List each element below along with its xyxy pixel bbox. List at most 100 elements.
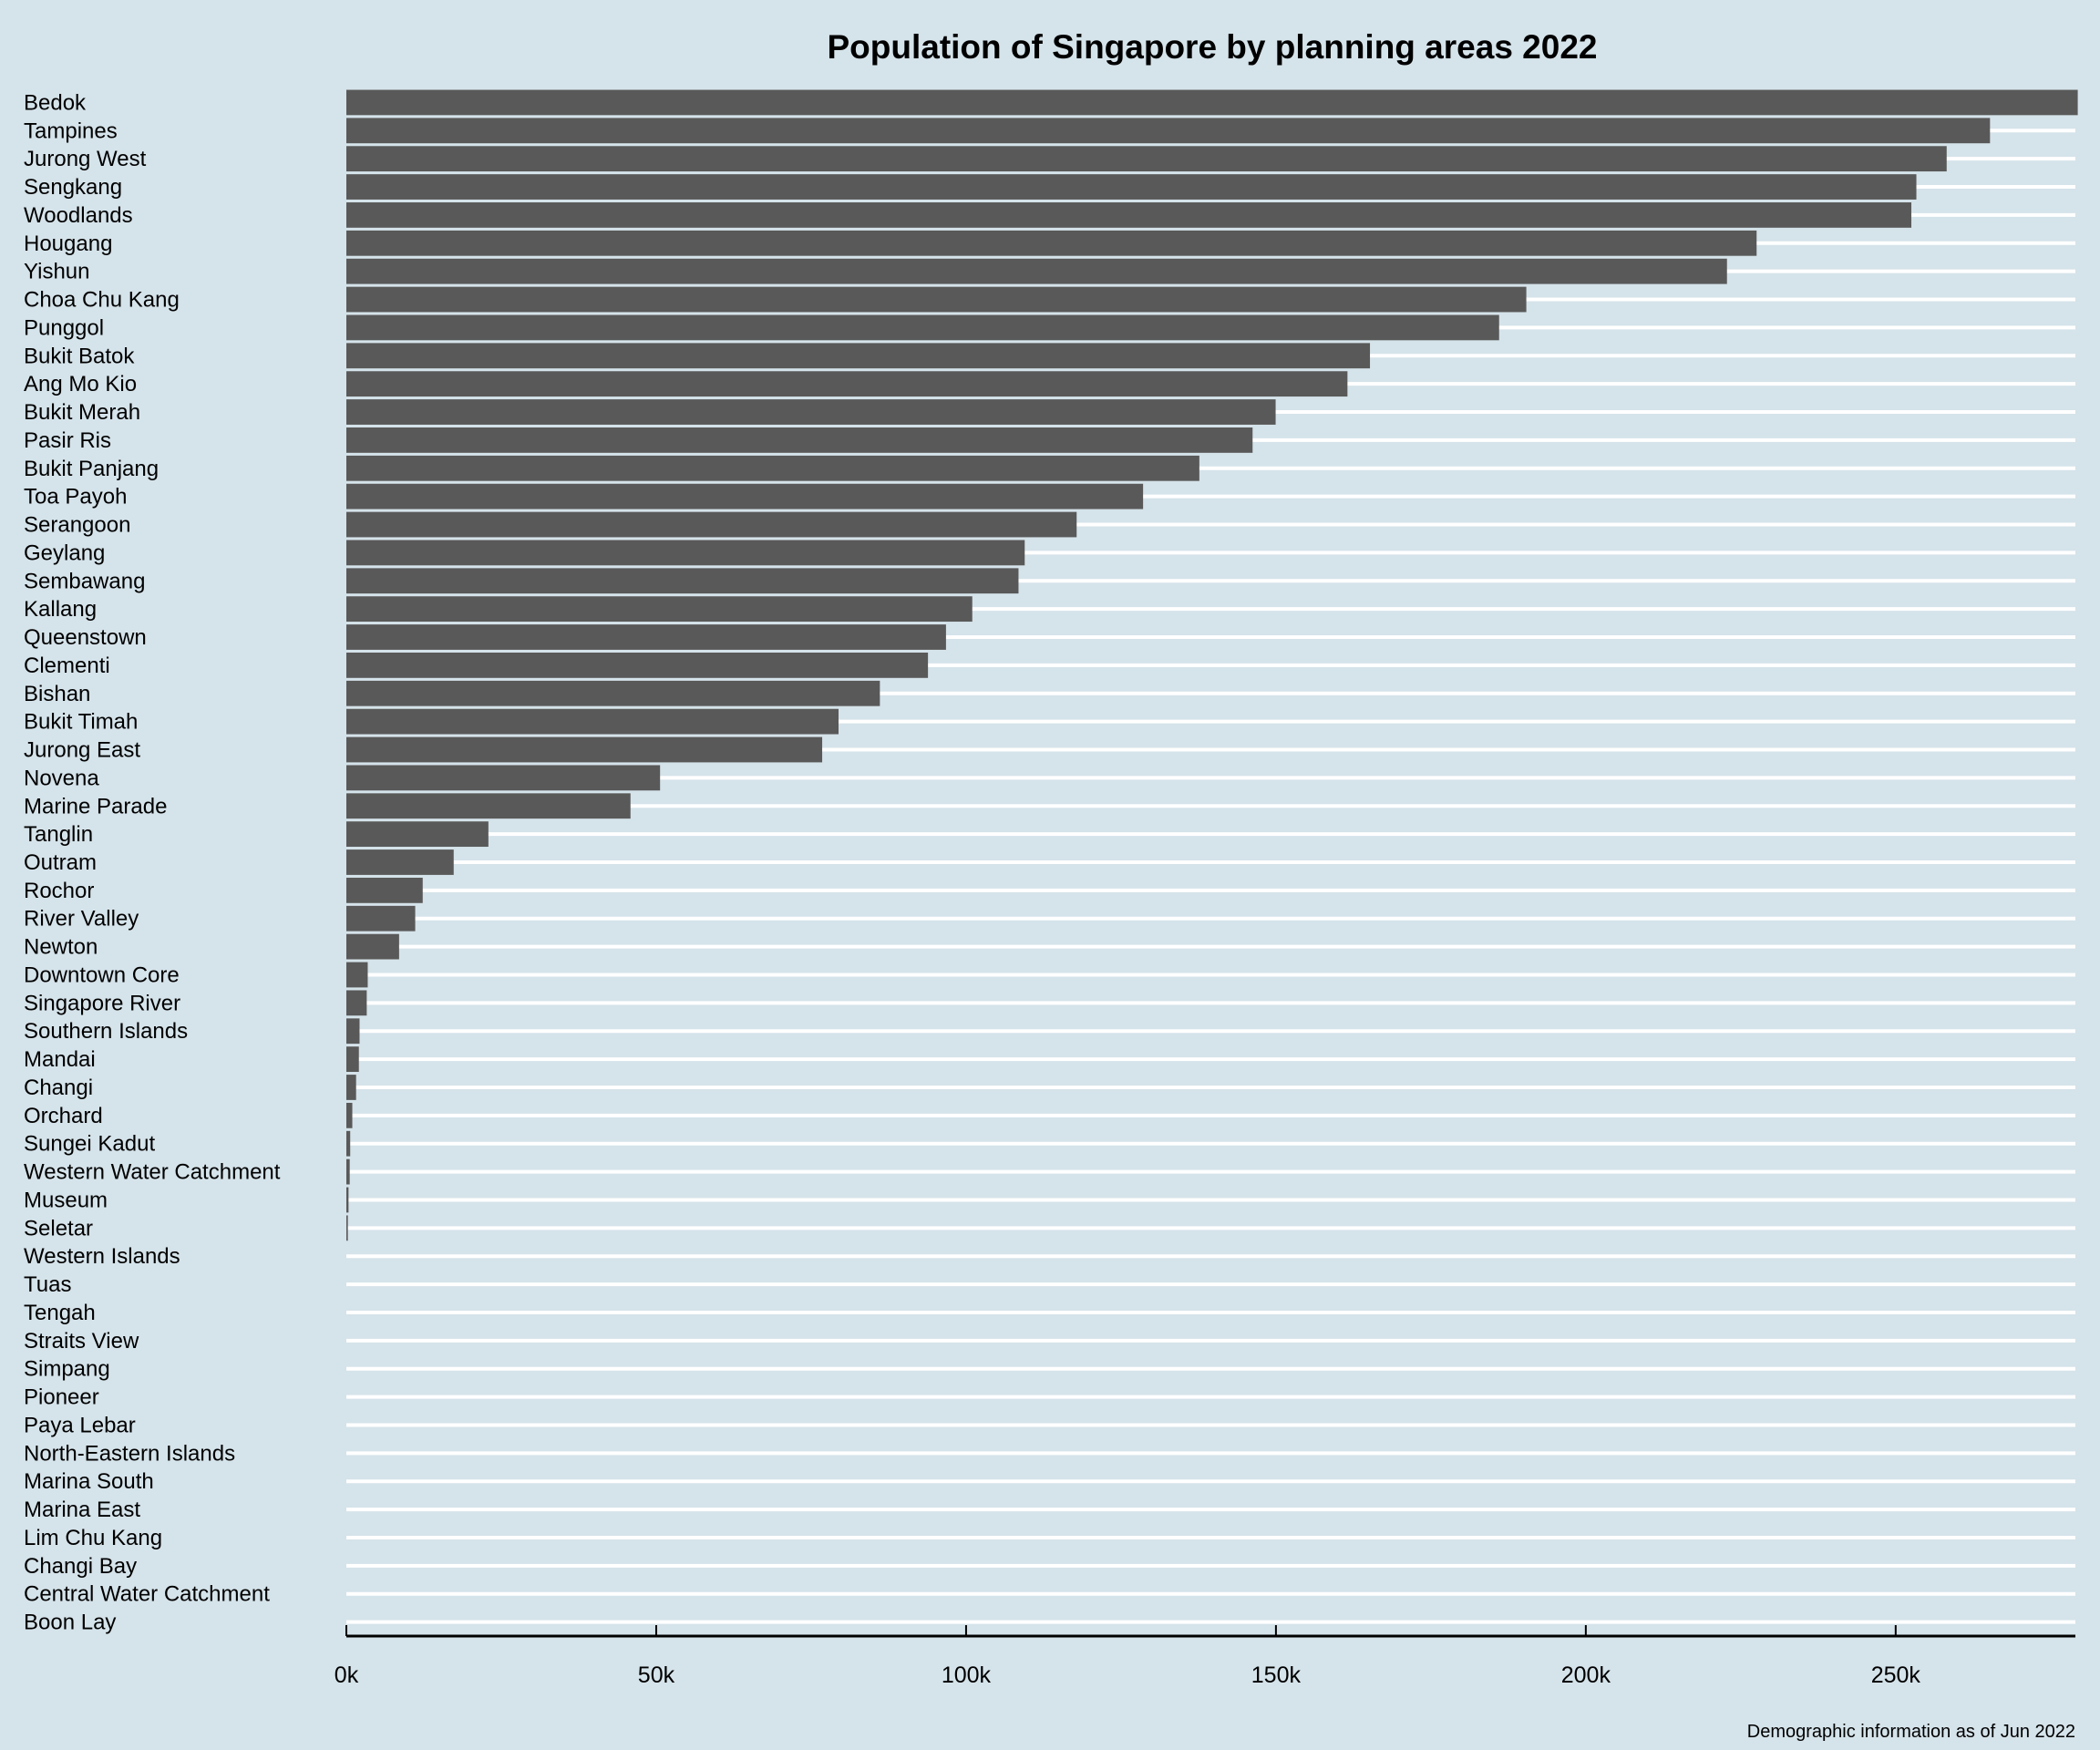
bar-downtown-core xyxy=(346,962,368,988)
category-label: Marina East xyxy=(24,1498,140,1522)
category-label: Toa Payoh xyxy=(24,485,127,510)
category-label: Paya Lebar xyxy=(24,1413,136,1437)
category-label: Bedok xyxy=(24,90,87,115)
chart-caption: Demographic information as of Jun 2022 xyxy=(1747,1722,2075,1742)
category-label: Clementi xyxy=(24,654,110,678)
category-label: Boon Lay xyxy=(24,1611,116,1635)
x-tick-label: 150k xyxy=(1251,1662,1302,1688)
category-label: Bukit Timah xyxy=(24,710,138,735)
bar-river-valley xyxy=(346,905,416,932)
bar-bedok xyxy=(346,89,2078,116)
bar-queenstown xyxy=(346,624,946,650)
bar-sembawang xyxy=(346,568,1019,594)
bar-newton xyxy=(346,933,399,960)
category-label: Marina South xyxy=(24,1469,154,1494)
category-label: Pioneer xyxy=(24,1385,99,1410)
category-label: Serangoon xyxy=(24,513,130,538)
category-label: Sungei Kadut xyxy=(24,1132,155,1157)
bar-tanglin xyxy=(346,821,489,848)
bar-museum xyxy=(346,1187,349,1213)
bar-yishun xyxy=(346,258,1727,284)
category-label: Mandai xyxy=(24,1047,96,1072)
bar-seletar xyxy=(346,1215,348,1241)
bar-kallang xyxy=(346,596,973,623)
bar-sengkang xyxy=(346,174,1917,200)
category-label: Jurong East xyxy=(24,738,140,763)
bar-choa-chu-kang xyxy=(346,286,1527,313)
category-label: Western Islands xyxy=(24,1244,180,1269)
category-label: Tanglin xyxy=(24,822,93,847)
x-tick-label: 100k xyxy=(942,1662,992,1688)
bar-novena xyxy=(346,765,661,791)
x-axis-ticks: 0k 50k 100k 150k 200k 250k xyxy=(335,1625,1920,1688)
category-label: Tengah xyxy=(24,1301,96,1325)
bar-bukit-merah xyxy=(346,399,1276,425)
x-tick-label: 200k xyxy=(1561,1662,1611,1688)
chart-title: Population of Singapore by planning area… xyxy=(827,28,1597,66)
category-label: Yishun xyxy=(24,260,90,284)
bar-punggol xyxy=(346,314,1499,341)
category-label: Kallang xyxy=(24,597,97,622)
category-label: Orchard xyxy=(24,1104,103,1128)
category-label: Woodlands xyxy=(24,203,133,228)
bar-singapore-river xyxy=(346,990,367,1016)
bar-southern-islands xyxy=(346,1018,360,1045)
category-label: Sembawang xyxy=(24,569,145,593)
bar-mandai xyxy=(346,1046,359,1073)
category-label: Western Water Catchment xyxy=(24,1160,281,1185)
category-label: Punggol xyxy=(24,315,104,340)
category-label: Newton xyxy=(24,935,98,960)
bar-orchard xyxy=(346,1102,353,1128)
bar-bukit-batok xyxy=(346,343,1371,369)
bar-jurong-west xyxy=(346,146,1947,172)
category-label: Central Water Catchment xyxy=(24,1582,270,1607)
bar-toa-payoh xyxy=(346,483,1144,510)
bar-rochor xyxy=(346,877,423,903)
category-label: Singapore River xyxy=(24,991,180,1015)
bars xyxy=(346,89,2078,1241)
category-label: Queenstown xyxy=(24,625,147,650)
category-label: Rochor xyxy=(24,879,94,903)
category-label: Changi xyxy=(24,1076,93,1100)
bar-geylang xyxy=(346,540,1025,566)
category-label: Jurong West xyxy=(24,147,147,171)
x-tick-label: 50k xyxy=(638,1662,675,1688)
category-label: Tuas xyxy=(24,1272,71,1297)
bar-tampines xyxy=(346,118,1991,144)
category-label: Museum xyxy=(24,1188,108,1212)
category-label: Lim Chu Kang xyxy=(24,1526,162,1550)
category-label: Marine Parade xyxy=(24,794,167,818)
bar-hougang xyxy=(346,230,1757,256)
category-label: North-Eastern Islands xyxy=(24,1441,235,1466)
category-label: Seletar xyxy=(24,1216,93,1240)
category-label: Sengkang xyxy=(24,175,122,200)
category-label: Straits View xyxy=(24,1329,139,1354)
category-label: Geylang xyxy=(24,540,105,565)
category-labels: Bedok Tampines Jurong West Sengkang Woodland… xyxy=(24,90,281,1634)
bar-clementi xyxy=(346,652,929,678)
bar-changi xyxy=(346,1075,356,1100)
category-label: Choa Chu Kang xyxy=(24,288,180,313)
category-label: Bishan xyxy=(24,682,90,706)
category-label: Bukit Panjang xyxy=(24,457,159,481)
bar-serangoon xyxy=(346,511,1077,538)
category-label: River Valley xyxy=(24,907,139,932)
category-label: Ang Mo Kio xyxy=(24,372,137,396)
bar-jurong-east xyxy=(346,736,823,763)
category-label: Outram xyxy=(24,850,97,875)
bar-woodlands xyxy=(346,202,1912,228)
bar-bukit-panjang xyxy=(346,455,1199,481)
category-label: Changi Bay xyxy=(24,1554,137,1579)
bar-outram xyxy=(346,849,454,875)
bar-pasir-ris xyxy=(346,427,1253,453)
bar-marine-parade xyxy=(346,793,631,819)
category-label: Novena xyxy=(24,766,99,790)
x-tick-label: 0k xyxy=(335,1662,359,1688)
bar-bukit-timah xyxy=(346,708,839,735)
category-label: Simpang xyxy=(24,1357,110,1382)
category-label: Southern Islands xyxy=(24,1019,188,1044)
category-label: Tampines xyxy=(24,118,118,143)
bar-bishan xyxy=(346,680,880,706)
bar-western-water-catchment xyxy=(346,1158,350,1185)
